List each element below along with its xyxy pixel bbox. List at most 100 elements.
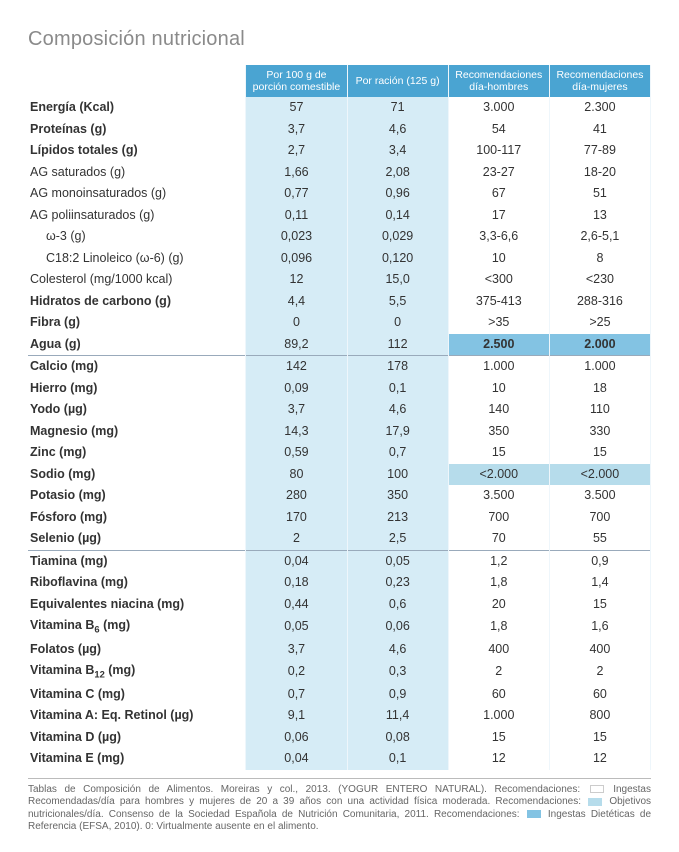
rec-cell: >25	[549, 312, 650, 334]
header-col-2: Por ración (125 g)	[347, 65, 448, 97]
row-label: AG poliinsaturados (g)	[28, 205, 246, 227]
value-cell: 3,7	[246, 119, 347, 141]
table-row: Vitamina D (µg)0,060,081515	[28, 727, 651, 749]
value-cell: 0,120	[347, 248, 448, 270]
value-cell: 3,7	[246, 639, 347, 661]
table-row: Energía (Kcal)57713.0002.300	[28, 97, 651, 119]
row-label: Tiamina (mg)	[28, 550, 246, 572]
rec-cell: 10	[448, 378, 549, 400]
row-label: Potasio (mg)	[28, 485, 246, 507]
rec-cell: 70	[448, 528, 549, 550]
value-cell: 350	[347, 485, 448, 507]
row-label: Selenio (µg)	[28, 528, 246, 550]
value-cell: 142	[246, 356, 347, 378]
value-cell: 4,6	[347, 399, 448, 421]
row-label: Vitamina C (mg)	[28, 684, 246, 706]
rec-cell: 700	[549, 507, 650, 529]
rec-cell: 3,3-6,6	[448, 226, 549, 248]
row-label: Hidratos de carbono (g)	[28, 291, 246, 313]
value-cell: 0,23	[347, 572, 448, 594]
table-row: Magnesio (mg)14,317,9350330	[28, 421, 651, 443]
table-row: Folatos (µg)3,74,6400400	[28, 639, 651, 661]
value-cell: 0,05	[347, 550, 448, 572]
row-label: AG saturados (g)	[28, 162, 246, 184]
table-row: AG saturados (g)1,662,0823-2718-20	[28, 162, 651, 184]
value-cell: 11,4	[347, 705, 448, 727]
value-cell: 213	[347, 507, 448, 529]
value-cell: 112	[347, 334, 448, 356]
rec-cell: 15	[549, 594, 650, 616]
table-row: Yodo (µg)3,74,6140110	[28, 399, 651, 421]
rec-cell: 10	[448, 248, 549, 270]
rec-cell: 51	[549, 183, 650, 205]
rec-cell: 60	[448, 684, 549, 706]
row-label: Lípidos totales (g)	[28, 140, 246, 162]
value-cell: 0,05	[246, 615, 347, 639]
rec-cell: 110	[549, 399, 650, 421]
value-cell: 178	[347, 356, 448, 378]
value-cell: 0,06	[246, 727, 347, 749]
table-row: C18:2 Linoleico (ω-6) (g)0,0960,120108	[28, 248, 651, 270]
rec-cell: 20	[448, 594, 549, 616]
row-label: Sodio (mg)	[28, 464, 246, 486]
value-cell: 0,04	[246, 748, 347, 770]
value-cell: 0,59	[246, 442, 347, 464]
value-cell: 0,029	[347, 226, 448, 248]
rec-cell: 2	[549, 660, 650, 684]
rec-cell: 67	[448, 183, 549, 205]
rec-cell: 15	[549, 727, 650, 749]
rec-cell: 1,4	[549, 572, 650, 594]
rec-cell: 17	[448, 205, 549, 227]
row-label: Vitamina E (mg)	[28, 748, 246, 770]
row-label: Vitamina D (µg)	[28, 727, 246, 749]
footnote-pre: Tablas de Composición de Alimentos. More…	[28, 784, 588, 795]
row-label: Fósforo (mg)	[28, 507, 246, 529]
value-cell: 0,09	[246, 378, 347, 400]
rec-cell: 350	[448, 421, 549, 443]
rec-cell: 77-89	[549, 140, 650, 162]
table-row: Selenio (µg)22,57055	[28, 528, 651, 550]
value-cell: 3,7	[246, 399, 347, 421]
rec-cell: 140	[448, 399, 549, 421]
table-row: Vitamina A: Eq. Retinol (µg)9,111,41.000…	[28, 705, 651, 727]
rec-cell: 41	[549, 119, 650, 141]
value-cell: 170	[246, 507, 347, 529]
value-cell: 0	[347, 312, 448, 334]
rec-cell: 15	[448, 442, 549, 464]
rec-cell: 375-413	[448, 291, 549, 313]
value-cell: 2,5	[347, 528, 448, 550]
value-cell: 0,11	[246, 205, 347, 227]
row-label: C18:2 Linoleico (ω-6) (g)	[28, 248, 246, 270]
rec-cell: 400	[549, 639, 650, 661]
value-cell: 0,1	[347, 378, 448, 400]
rec-cell: 2,6-5,1	[549, 226, 650, 248]
table-header-row: Por 100 g de porción comestible Por raci…	[28, 65, 651, 97]
table-row: Zinc (mg)0,590,71515	[28, 442, 651, 464]
value-cell: 0,44	[246, 594, 347, 616]
swatch-3	[527, 810, 541, 818]
header-blank	[28, 65, 246, 97]
rec-cell: 60	[549, 684, 650, 706]
swatch-1	[590, 785, 604, 793]
value-cell: 4,4	[246, 291, 347, 313]
rec-cell: 8	[549, 248, 650, 270]
table-row: Vitamina B6 (mg)0,050,061,81,6	[28, 615, 651, 639]
table-row: Vitamina C (mg)0,70,96060	[28, 684, 651, 706]
rec-cell: 1.000	[448, 356, 549, 378]
table-row: Hierro (mg)0,090,11018	[28, 378, 651, 400]
rec-cell: <230	[549, 269, 650, 291]
rec-cell: 18	[549, 378, 650, 400]
rec-cell: 3.000	[448, 97, 549, 119]
value-cell: 15,0	[347, 269, 448, 291]
rec-cell: 54	[448, 119, 549, 141]
table-row: ω-3 (g)0,0230,0293,3-6,62,6-5,1	[28, 226, 651, 248]
value-cell: 0,023	[246, 226, 347, 248]
value-cell: 0,2	[246, 660, 347, 684]
row-label: AG monoinsaturados (g)	[28, 183, 246, 205]
table-row: Calcio (mg)1421781.0001.000	[28, 356, 651, 378]
value-cell: 0,08	[347, 727, 448, 749]
table-row: Vitamina E (mg)0,040,11212	[28, 748, 651, 770]
page-title: Composición nutricional	[28, 28, 651, 51]
rec-cell: <2.000	[549, 464, 650, 486]
value-cell: 0	[246, 312, 347, 334]
